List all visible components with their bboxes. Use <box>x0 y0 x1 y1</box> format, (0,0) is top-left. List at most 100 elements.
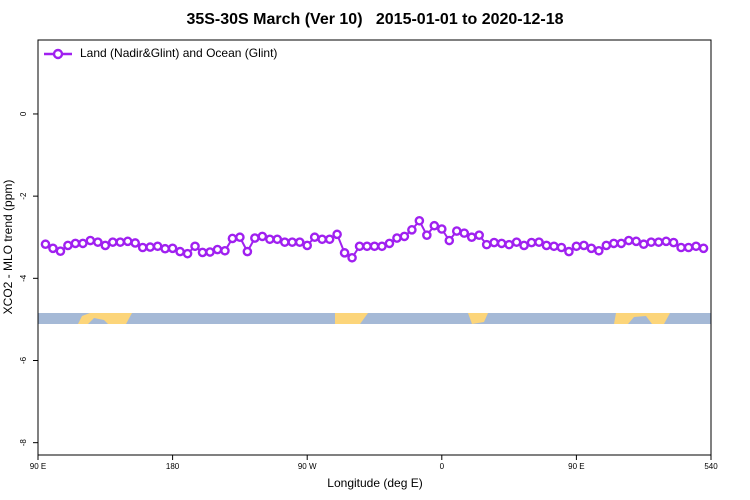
x-tick-label: 540 <box>704 462 718 471</box>
data-point <box>332 229 342 240</box>
data-point <box>556 242 567 253</box>
data-point <box>623 235 634 246</box>
chart-title: 35S-30S March (Ver 10) 2015-01-01 to 202… <box>186 11 563 28</box>
x-axis-label: Longitude (deg E) <box>327 476 422 490</box>
x-tick-label: 0 <box>440 462 445 471</box>
data-point <box>676 242 686 253</box>
data-point <box>414 215 425 226</box>
data-point <box>481 239 492 250</box>
data-point <box>257 231 268 242</box>
data-point <box>496 238 507 249</box>
data-point <box>511 237 522 247</box>
data-point <box>407 225 417 235</box>
land-strip <box>38 313 711 324</box>
data-point <box>235 232 245 243</box>
x-tick-label: 90 E <box>568 462 584 471</box>
y-axis-label: XCO2 - MLO trend (ppm) <box>1 180 15 315</box>
data-point <box>302 240 313 251</box>
data-point <box>265 234 275 245</box>
data-point <box>250 233 260 243</box>
data-line <box>44 218 704 260</box>
y-tick-label: -6 <box>19 356 28 364</box>
data-point <box>504 239 514 250</box>
data-point <box>638 239 649 250</box>
data-point <box>691 241 701 252</box>
data-point <box>384 238 395 249</box>
data-point <box>190 241 200 252</box>
data-point <box>436 224 447 234</box>
data-point <box>227 233 238 244</box>
data-point <box>100 240 111 251</box>
data-point <box>616 238 627 249</box>
data-point <box>63 240 73 251</box>
data-point <box>55 246 66 256</box>
legend-marker <box>52 48 64 60</box>
data-point <box>549 241 559 252</box>
data-point <box>534 237 544 247</box>
data-point <box>653 237 664 247</box>
data-point <box>212 244 223 255</box>
plot-frame <box>37 39 712 456</box>
data-point <box>631 236 642 247</box>
data-point <box>339 248 350 258</box>
data-point <box>392 233 402 243</box>
ocean-band <box>38 313 711 324</box>
data-point <box>369 241 380 252</box>
data-point <box>668 237 679 248</box>
data-point <box>519 240 529 251</box>
data-point <box>541 240 552 251</box>
data-point <box>608 238 619 249</box>
data-point <box>444 235 455 246</box>
data-point <box>354 241 365 252</box>
data-point <box>220 245 230 256</box>
data-point <box>287 237 298 247</box>
data-point <box>152 241 163 252</box>
data-point <box>377 241 387 252</box>
data-point <box>78 238 88 249</box>
data-point <box>242 246 253 257</box>
data-point <box>70 238 81 249</box>
data-point <box>122 236 133 247</box>
data-point <box>175 246 185 257</box>
data-point <box>451 226 462 236</box>
data-point <box>145 242 155 252</box>
data-point <box>564 246 574 257</box>
data-point <box>93 237 103 247</box>
x-tick-label: 90 E <box>30 462 46 471</box>
data-point <box>137 242 148 253</box>
data-point <box>429 220 440 231</box>
y-tick-label: -2 <box>19 192 28 200</box>
data-point <box>324 234 335 245</box>
data-point <box>362 241 372 252</box>
data-point <box>197 247 208 258</box>
data-point <box>586 243 597 254</box>
x-tick-label: 90 W <box>298 462 317 471</box>
data-point <box>474 230 484 240</box>
data-point <box>489 237 499 248</box>
data-point <box>279 237 290 247</box>
data-point <box>85 235 96 246</box>
data-point <box>40 239 51 250</box>
y-tick-label: -8 <box>19 439 28 447</box>
data-point <box>661 236 671 247</box>
data-point <box>526 237 537 248</box>
data-point <box>107 237 118 247</box>
data-point <box>466 232 477 243</box>
land-shape <box>335 313 368 324</box>
data-point <box>167 243 178 254</box>
data-point <box>205 247 215 257</box>
data-point <box>115 237 126 247</box>
data-point <box>459 228 470 238</box>
data-point <box>579 240 589 251</box>
data-point <box>422 230 432 240</box>
y-tick-label: 0 <box>19 111 28 116</box>
data-point <box>309 232 320 243</box>
data-point <box>130 238 141 248</box>
data-point <box>160 243 170 254</box>
x-tick-label: 180 <box>166 462 180 471</box>
data-point <box>698 243 709 254</box>
data-point <box>317 234 327 245</box>
data-point <box>182 248 193 259</box>
data-point <box>683 242 694 253</box>
